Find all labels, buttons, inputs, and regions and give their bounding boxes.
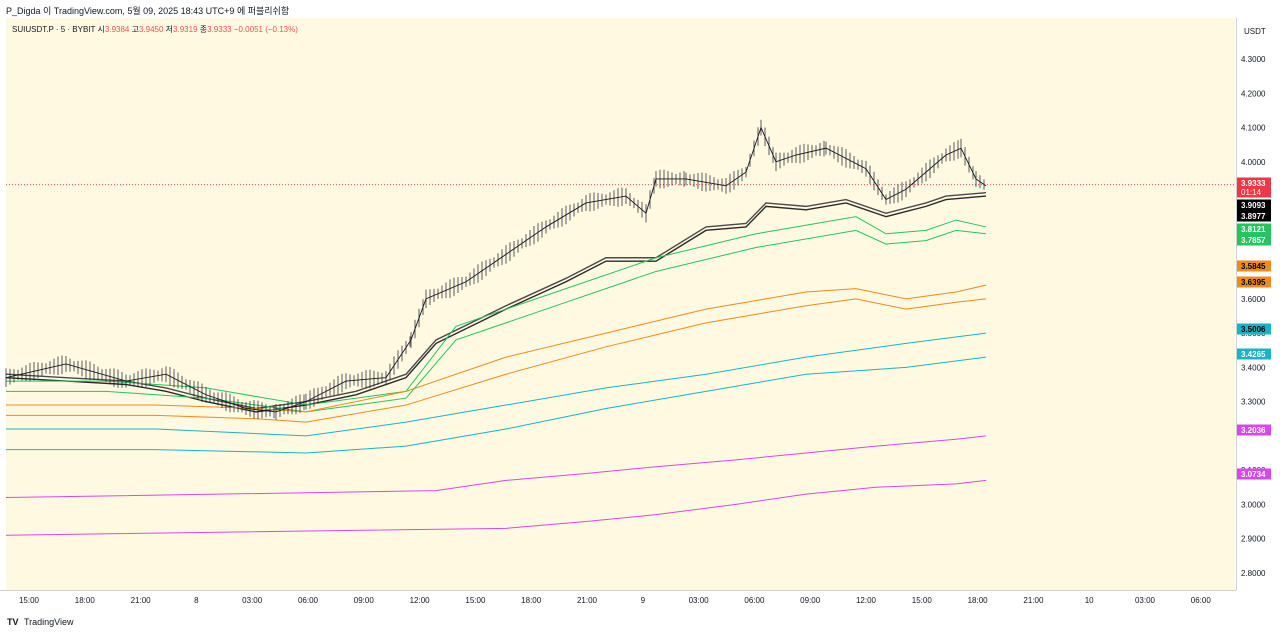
high-value: 3.9450 <box>138 25 164 34</box>
brand-name: TradingView <box>24 617 74 627</box>
low-label: 저 <box>165 25 174 34</box>
publish-title: P_Digda 이 TradingView.com, 5월 09, 2025 1… <box>6 6 290 16</box>
footer: TV TradingView <box>0 612 1280 634</box>
chart-plot-area[interactable] <box>6 18 1235 590</box>
open-value: 3.9384 <box>104 25 130 34</box>
time-axis[interactable] <box>0 590 1236 613</box>
close-value: 3.9333 <box>207 25 232 34</box>
tradingview-logo-icon: TV <box>7 617 19 627</box>
close-label: 종 <box>199 25 208 34</box>
symbol-info: SUIUSDT.P · 5 · BYBIT 시3.9384 고3.9450 저3… <box>12 24 298 35</box>
symbol-name[interactable]: SUIUSDT.P · 5 · BYBIT <box>12 25 96 34</box>
change-value: −0.0051 (−0.13%) <box>233 25 298 34</box>
low-value: 3.9319 <box>173 25 198 34</box>
price-axis[interactable] <box>1236 18 1280 590</box>
publish-header: P_Digda 이 TradingView.com, 5월 09, 2025 1… <box>0 0 1280 18</box>
open-label: 시 <box>97 25 105 34</box>
high-label: 고 <box>131 25 139 34</box>
